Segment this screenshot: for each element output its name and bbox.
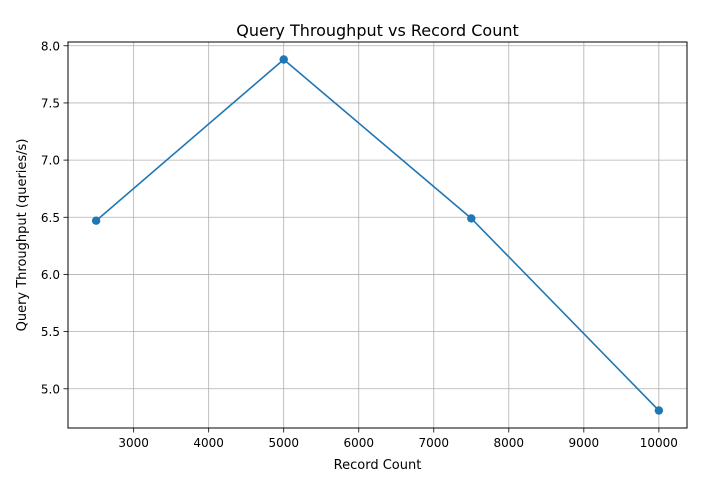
y-tick-label: 5.5 [41, 325, 60, 339]
data-point-marker [279, 55, 288, 64]
x-tick-label: 3000 [118, 436, 149, 450]
x-tick-label: 7000 [418, 436, 449, 450]
chart-title: Query Throughput vs Record Count [236, 21, 519, 40]
x-tick-label: 5000 [268, 436, 299, 450]
grid-layer [68, 42, 687, 428]
plot-area-frame [67, 41, 688, 429]
x-tick-label: 8000 [494, 436, 525, 450]
series-line [95, 58, 660, 412]
y-tick-label: 7.0 [41, 154, 60, 168]
y-tick-label: 7.5 [41, 96, 60, 110]
x-tick-label: 6000 [343, 436, 374, 450]
x-axis-label: Record Count [334, 458, 422, 473]
x-tick-label: 9000 [569, 436, 600, 450]
y-tick-label: 8.0 [41, 39, 60, 53]
y-tick-label: 6.5 [41, 211, 60, 225]
tick-layer: 3000 4000 5000 6000 7000 8000 9000 10000 5.0 5.5 6… [41, 39, 678, 450]
y-tick-label: 5.0 [41, 382, 60, 396]
y-tick-label: 6.0 [41, 268, 60, 282]
y-axis-label: Query Throughput (queries/s) [15, 139, 30, 332]
x-tick-label: 10000 [640, 436, 678, 450]
series-layer [91, 55, 664, 415]
data-point-marker [467, 214, 476, 223]
data-point-marker [654, 406, 664, 415]
x-tick-label: 4000 [193, 436, 224, 450]
data-point-marker [91, 216, 101, 225]
